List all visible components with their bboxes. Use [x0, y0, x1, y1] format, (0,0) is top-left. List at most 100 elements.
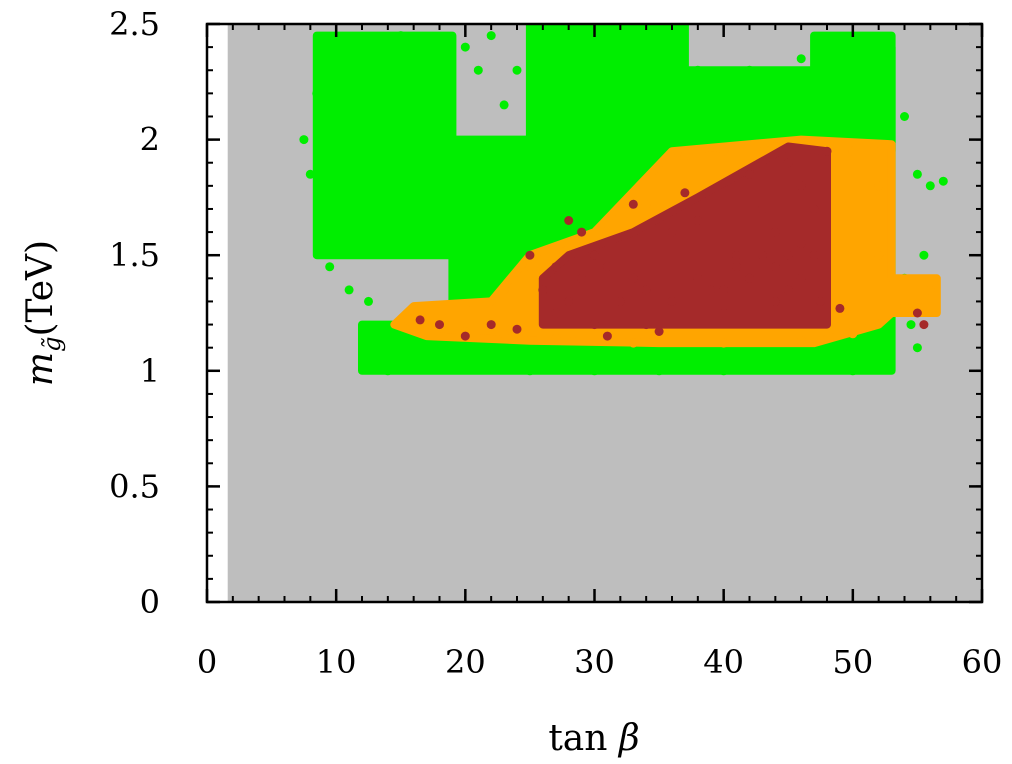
plot-area	[227, 24, 982, 602]
series-2-point-4	[551, 333, 561, 343]
series-1-point-13	[383, 366, 393, 376]
series-1-point-2	[344, 158, 354, 168]
series-1-point-34	[848, 42, 858, 52]
series-3-point-11	[602, 331, 612, 341]
series-1-point-56	[693, 112, 703, 121]
series-1-point-16	[357, 239, 367, 249]
series-1-point-1	[331, 192, 341, 202]
series-1-point-12	[370, 354, 380, 364]
series-1-point-49	[938, 176, 948, 186]
series-3-point-22	[745, 169, 754, 179]
series-3-point-41	[602, 262, 612, 272]
series-1-point-46	[590, 366, 599, 376]
series-3-point-38	[667, 296, 677, 306]
y-tick-label: 2.5	[109, 5, 160, 43]
series-3-point-35	[732, 262, 742, 272]
series-3-point-4	[512, 324, 522, 334]
x-axis-title: tan β	[548, 718, 639, 759]
series-2-point-11	[900, 301, 909, 311]
y-axis-title: mg̃(TeV)	[20, 240, 66, 386]
series-3-point-0	[415, 315, 425, 325]
series-1-point-27	[667, 42, 677, 52]
series-1-point-31	[770, 88, 780, 98]
series-1-point-17	[331, 123, 341, 133]
series-1-point-23	[564, 42, 574, 52]
series-2-point-0	[396, 315, 406, 325]
series-2-point-1	[422, 320, 432, 330]
series-1-point-41	[848, 366, 858, 376]
series-1-region-3	[848, 43, 896, 156]
series-2-point-21	[564, 239, 574, 249]
series-3-point-43	[577, 273, 587, 283]
series-3-point-18	[693, 216, 703, 225]
series-3-point-30	[796, 273, 806, 283]
series-2-point-17	[719, 146, 729, 156]
series-1-point-30	[745, 65, 754, 75]
series-3-point-9	[577, 227, 587, 237]
series-3-point-48	[919, 320, 929, 330]
series-1-point-5	[338, 65, 348, 75]
series-3-point-29	[822, 146, 832, 156]
series-1-point-32	[796, 54, 806, 64]
x-tick-label: 10	[316, 643, 357, 681]
series-3-point-16	[667, 227, 677, 237]
series-2-point-13	[874, 181, 884, 191]
x-tick-label: 30	[574, 643, 615, 681]
series-1-point-7	[396, 31, 406, 41]
x-tick-label: 20	[445, 643, 486, 681]
series-3-point-6	[538, 285, 548, 295]
series-3-point-47	[912, 308, 922, 318]
series-1-point-8	[428, 42, 438, 52]
series-2-point-5	[628, 338, 638, 348]
series-1-point-38	[925, 181, 935, 191]
series-1-point-47	[525, 366, 535, 376]
series-2-point-22	[525, 262, 535, 272]
series-3-point-34	[745, 273, 754, 283]
series-1-point-0	[318, 227, 328, 237]
series-3-point-52	[809, 250, 819, 260]
series-2-point-9	[912, 296, 922, 306]
x-tick-label: 50	[832, 643, 873, 681]
series-3-point-26	[796, 181, 806, 191]
series-1-point-10	[344, 285, 354, 295]
series-1-point-45	[654, 366, 664, 376]
series-2-point-10	[925, 285, 935, 295]
series-1-point-33	[822, 65, 832, 75]
series-2-point-20	[602, 227, 612, 237]
x-tick-label: 60	[962, 643, 1003, 681]
series-1-point-22	[538, 31, 548, 41]
tick-labels: 0 10 20 30 40 50 60 0 0.5 1 1.5 2 2.5	[109, 5, 1002, 681]
series-1-point-53	[499, 100, 509, 110]
series-3-point-13	[628, 199, 638, 209]
series-2-point-8	[848, 329, 858, 339]
series-3-point-31	[783, 250, 793, 260]
series-3-point-24	[770, 227, 780, 237]
series-1-point-48	[460, 354, 470, 364]
series-3-point-20	[719, 308, 729, 318]
series-3-point-5	[525, 250, 535, 260]
series-1-region-1	[312, 31, 457, 260]
series-2-point-18	[680, 151, 690, 161]
y-tick-label: 0	[140, 583, 160, 621]
series-2-point-12	[874, 250, 884, 260]
series-1-point-50	[919, 250, 929, 260]
series-1-point-40	[912, 343, 922, 353]
series-3-point-39	[641, 285, 651, 295]
series-2-point-6	[719, 338, 729, 348]
series-3-point-36	[719, 285, 729, 295]
series-1-point-28	[693, 65, 703, 75]
series-3-point-23	[757, 204, 767, 214]
series-1-point-26	[641, 31, 651, 41]
series-1-point-6	[370, 54, 380, 64]
series-3-point-32	[770, 262, 780, 272]
series-1-point-19	[460, 42, 470, 52]
series-2-point-7	[796, 336, 806, 346]
series-1-point-54	[473, 65, 483, 75]
axes	[205, 22, 984, 604]
series-3-point-7	[551, 308, 561, 318]
series-3-point-49	[770, 296, 780, 306]
series-3-point-14	[641, 320, 651, 330]
series-1-point-15	[435, 343, 444, 353]
series-1-point-9	[325, 262, 335, 272]
series-1-point-14	[409, 354, 419, 364]
